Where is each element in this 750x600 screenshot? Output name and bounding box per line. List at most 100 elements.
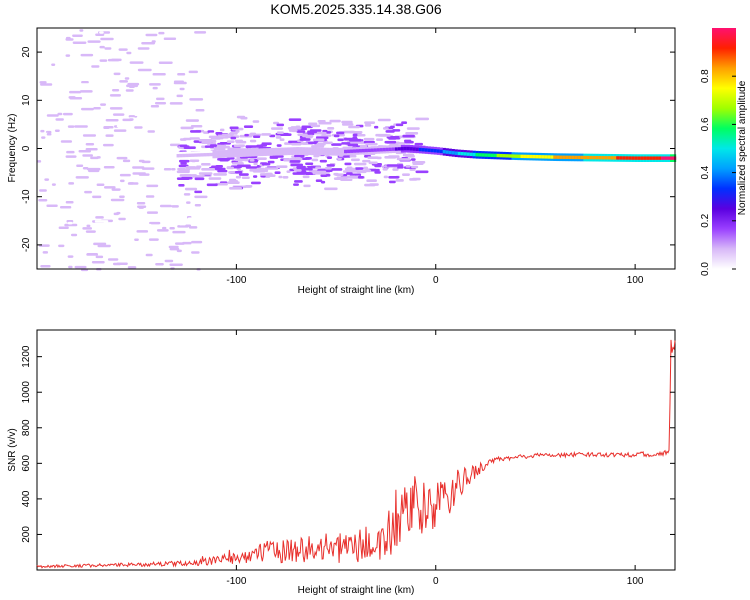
spectrogram-cell (149, 221, 161, 225)
spectrogram-cell (215, 167, 226, 171)
spectrogram-ridge-core (179, 153, 183, 158)
spectrogram-cell (57, 112, 63, 116)
spectrogram-cell (138, 159, 145, 163)
spectrogram-cell (234, 170, 243, 174)
spectrogram-cell (122, 159, 131, 163)
spectrogram-cell (357, 175, 365, 179)
spectrogram-cell (293, 183, 299, 186)
spectrogram-cell (347, 143, 359, 147)
spectrogram-ridge-core (523, 154, 527, 159)
spectrogram-cell (324, 187, 338, 191)
spectrogram-ridge-core (287, 149, 291, 153)
spectrogram-ytick-label: 20 (21, 46, 32, 58)
spectrogram-cell (315, 170, 327, 174)
spectrogram-cell (66, 220, 74, 223)
spectrogram-cell (58, 244, 65, 248)
spectrogram-cell (365, 142, 378, 146)
spectrogram-cell (148, 238, 159, 241)
spectrogram-cell (296, 130, 306, 133)
spectrogram-cell (141, 246, 151, 250)
spectrogram-cell (158, 31, 165, 35)
spectrogram-ridge-core (634, 156, 638, 160)
spectrogram-cell (183, 146, 196, 150)
spectrogram-cell (54, 129, 60, 133)
spectrogram-cell (307, 130, 318, 134)
spectrogram-cell (290, 163, 304, 167)
spectrogram-cell (113, 129, 127, 132)
spectrogram-ridge-core (242, 151, 246, 155)
spectrogram-ridge-core (281, 149, 285, 154)
spectrogram-cell (315, 136, 329, 140)
spectrogram-ridge-core (436, 149, 440, 153)
spectrogram-cell (86, 167, 101, 171)
spectrogram-cell (377, 134, 391, 137)
spectrogram-ridge-core (311, 149, 315, 153)
spectrogram-ridge-core (350, 149, 354, 153)
spectrogram-cell (278, 175, 283, 179)
spectrogram-cell (113, 72, 121, 76)
spectrogram-cell (326, 156, 333, 159)
spectrogram-cell (288, 118, 302, 121)
spectrogram-ridge-core (400, 147, 405, 151)
spectrogram-cell (341, 123, 354, 126)
spectrogram-cell (276, 165, 288, 168)
spectrogram-cell (96, 183, 105, 187)
spectrogram-cell (116, 211, 121, 215)
spectrogram-cell (289, 157, 303, 161)
spectrogram-cell (129, 61, 144, 64)
spectrogram-cell (183, 193, 191, 196)
spectrogram-ridge-core (496, 153, 500, 158)
snr-xtick-label: 100 (627, 576, 644, 587)
spectrogram-cell (156, 229, 169, 232)
spectrogram-cell (99, 31, 104, 34)
spectrogram-ridge-core (490, 153, 494, 157)
spectrogram-cell (127, 182, 139, 185)
spectrogram-cell (344, 167, 356, 171)
spectrogram-cell (103, 186, 116, 189)
spectrogram-cell (68, 96, 76, 99)
spectrogram-cell (189, 98, 204, 101)
spectrogram-cell (362, 169, 372, 173)
spectrogram-cell (188, 70, 198, 74)
spectrogram-cell (137, 205, 147, 208)
spectrogram-ridge-core (403, 146, 408, 151)
colorbar-label: Normalized spectral amplitude (737, 80, 748, 215)
spectrogram-cell (250, 181, 261, 185)
figure-title: KOM5.2025.335.14.38.G06 (270, 1, 441, 17)
spectrogram-ridge-core (445, 150, 449, 154)
spectrogram-cell (196, 165, 202, 169)
spectrogram-cell (215, 132, 223, 135)
spectrogram-ridge-core (415, 147, 420, 151)
spectrogram-cell (374, 171, 381, 174)
spectrogram-cell (159, 204, 172, 208)
spectrogram-cell (100, 37, 114, 41)
spectrogram-cell (185, 166, 197, 169)
spectrogram-cell (194, 31, 207, 34)
spectrogram-cell (169, 227, 175, 230)
spectrogram-cell (227, 181, 240, 184)
spectrogram-cell (234, 139, 244, 143)
spectrogram-cell (152, 73, 166, 76)
spectrogram-cell (302, 142, 309, 145)
spectrogram-ridge-core (275, 149, 279, 154)
spectrogram-cell (364, 123, 372, 127)
spectrogram-cell (228, 178, 237, 182)
spectrogram-ridge-core (505, 154, 509, 158)
spectrogram-cell (180, 233, 191, 236)
spectrogram-cell (126, 51, 132, 55)
spectrogram-ytick-label: 10 (21, 94, 32, 106)
spectrogram-cell (51, 63, 56, 67)
spectrogram-ridge-core (299, 149, 303, 153)
spectrogram-ridge-core (379, 148, 384, 152)
spectrogram-cell (201, 167, 216, 171)
spectrogram-ridge-core (541, 155, 545, 159)
spectrogram-ridge-core (397, 147, 402, 151)
spectrogram-cell (65, 155, 77, 158)
spectrogram-ridge-core (421, 148, 425, 152)
spectrogram-ridge-core (302, 149, 306, 153)
spectrogram-cell (215, 165, 224, 168)
spectrogram-cell (103, 125, 114, 129)
spectrogram-cell (233, 144, 242, 148)
spectrogram-cell (173, 81, 187, 85)
spectrogram-cell (386, 164, 399, 167)
